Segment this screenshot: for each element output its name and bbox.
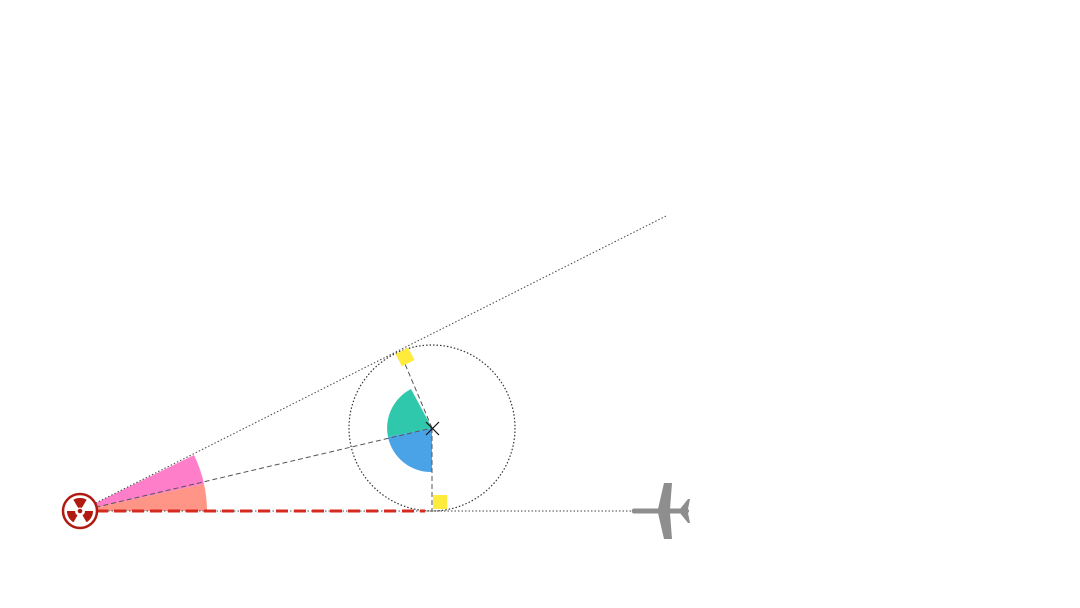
lower-angle-wedge [80,484,207,511]
lower-tangent-marker [433,495,447,509]
radiation-icon [61,492,99,530]
center-line [79,427,433,512]
cross-mark-icon [425,421,440,436]
upper-center-sector [387,389,432,437]
upper-angle-wedge [80,455,204,511]
upper-tangent-marker [395,347,415,367]
upper-tangent-line [79,215,667,512]
airplane-icon [631,483,690,539]
lower-center-sector [388,428,432,473]
